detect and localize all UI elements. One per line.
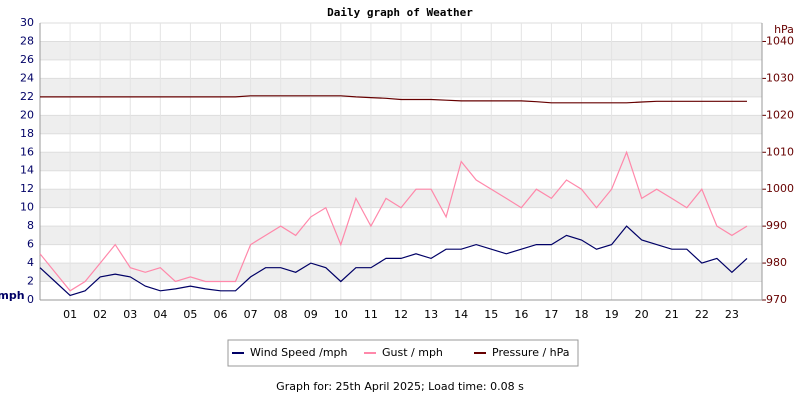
y2-tick-label: 970: [766, 293, 787, 306]
x-tick-label: 21: [665, 308, 679, 321]
y-tick-label: 24: [20, 71, 34, 84]
x-tick-label: 13: [424, 308, 438, 321]
y-axis-label: mph: [0, 289, 25, 302]
legend-label: Wind Speed /mph: [250, 346, 348, 359]
x-tick-label: 03: [123, 308, 137, 321]
y-tick-label: 18: [20, 127, 34, 140]
x-tick-label: 11: [364, 308, 378, 321]
y2-tick-label: 1040: [766, 34, 794, 47]
y-tick-label: 2: [27, 275, 34, 288]
x-tick-label: 09: [304, 308, 318, 321]
x-tick-label: 14: [454, 308, 468, 321]
y-tick-label: 0: [27, 293, 34, 306]
y2-tick-label: 990: [766, 219, 787, 232]
y-tick-label: 12: [20, 182, 34, 195]
x-tick-label: 20: [635, 308, 649, 321]
x-tick-label: 17: [544, 308, 558, 321]
y2-tick-label: 1030: [766, 71, 794, 84]
x-tick-label: 01: [63, 308, 77, 321]
y2-axis-label: hPa: [774, 23, 794, 36]
y-tick-label: 4: [27, 256, 34, 269]
x-tick-label: 16: [514, 308, 528, 321]
x-tick-label: 06: [214, 308, 228, 321]
y2-tick-label: 1010: [766, 145, 794, 158]
y-tick-label: 10: [20, 201, 34, 214]
x-tick-label: 04: [153, 308, 167, 321]
x-tick-label: 12: [394, 308, 408, 321]
y-tick-label: 6: [27, 238, 34, 251]
legend-label: Pressure / hPa: [492, 346, 570, 359]
y-tick-label: 8: [27, 219, 34, 232]
series-line: [39, 225, 748, 297]
y-tick-label: 26: [20, 53, 34, 66]
x-tick-label: 18: [575, 308, 589, 321]
series-line: [39, 150, 748, 292]
x-tick-label: 10: [334, 308, 348, 321]
y2-tick-label: 1000: [766, 182, 794, 195]
x-tick-label: 23: [725, 308, 739, 321]
x-tick-label: 22: [695, 308, 709, 321]
series-line: [40, 95, 747, 104]
footer: Graph for: 25th April 2025; Load time: 0…: [276, 380, 524, 393]
x-tick-label: 15: [484, 308, 498, 321]
y2-tick-label: 980: [766, 256, 787, 269]
y2-tick-label: 1020: [766, 108, 794, 121]
x-tick-label: 07: [244, 308, 258, 321]
legend: [227, 339, 579, 367]
y-tick-label: 16: [20, 145, 34, 158]
x-tick-label: 02: [93, 308, 107, 321]
chart-title: Daily graph of Weather: [327, 6, 473, 19]
y-tick-label: 22: [20, 90, 34, 103]
legend-label: Gust / mph: [382, 346, 443, 359]
y-tick-label: 28: [20, 34, 34, 47]
x-tick-label: 08: [274, 308, 288, 321]
y-tick-label: 30: [20, 16, 34, 29]
y-tick-label: 14: [20, 164, 34, 177]
x-tick-label: 19: [605, 308, 619, 321]
x-tick-label: 05: [183, 308, 197, 321]
y-tick-label: 20: [20, 108, 34, 121]
